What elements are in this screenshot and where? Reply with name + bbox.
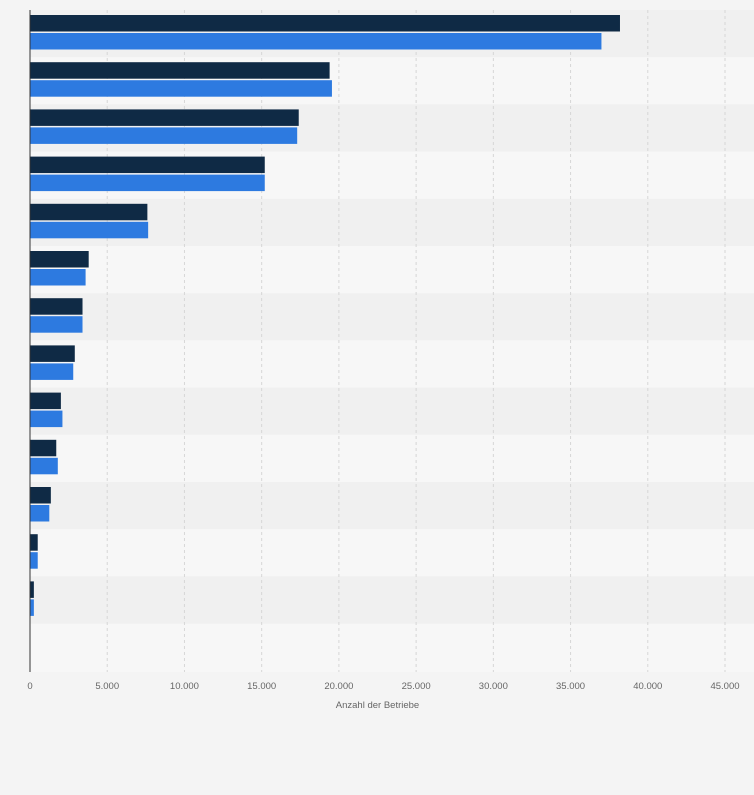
row-band [30, 576, 754, 624]
x-tick-label: 15.000 [247, 681, 276, 692]
row-band [30, 434, 754, 482]
bar [30, 599, 34, 616]
x-tick-label: 30.000 [479, 681, 508, 692]
bar [30, 251, 89, 268]
x-tick-label: 20.000 [324, 681, 353, 692]
row-band [30, 387, 754, 435]
row-band [30, 246, 754, 294]
x-tick-label: 25.000 [402, 681, 431, 692]
x-tick-label: 40.000 [633, 681, 662, 692]
bar [30, 80, 332, 97]
bar [30, 363, 74, 380]
bar [30, 15, 620, 32]
bar [30, 581, 34, 598]
bar [30, 534, 38, 551]
bar [30, 269, 86, 286]
bar [30, 457, 58, 475]
bar [30, 33, 602, 50]
x-tick-label: 10.000 [170, 681, 199, 692]
bar [30, 439, 57, 457]
bar [30, 62, 330, 79]
row-band [30, 529, 754, 577]
x-axis-label: Anzahl der Betriebe [336, 700, 419, 711]
row-band [30, 198, 754, 246]
bar [30, 156, 265, 174]
bar [30, 109, 299, 126]
row-band [30, 340, 754, 388]
bar [30, 505, 50, 522]
x-tick-label: 35.000 [556, 681, 585, 692]
x-tick-label: 0 [27, 681, 32, 692]
row-band [30, 482, 754, 530]
bar [30, 410, 63, 428]
row-band [30, 293, 754, 341]
bar [30, 174, 265, 192]
bar [30, 221, 149, 239]
bar [30, 345, 75, 362]
x-tick-label: 45.000 [710, 681, 739, 692]
bar [30, 203, 148, 221]
bar [30, 487, 51, 504]
bar [30, 298, 83, 315]
bar [30, 392, 61, 410]
x-tick-label: 5.000 [95, 681, 119, 692]
bar [30, 552, 38, 569]
bar [30, 127, 298, 144]
bar [30, 316, 83, 333]
